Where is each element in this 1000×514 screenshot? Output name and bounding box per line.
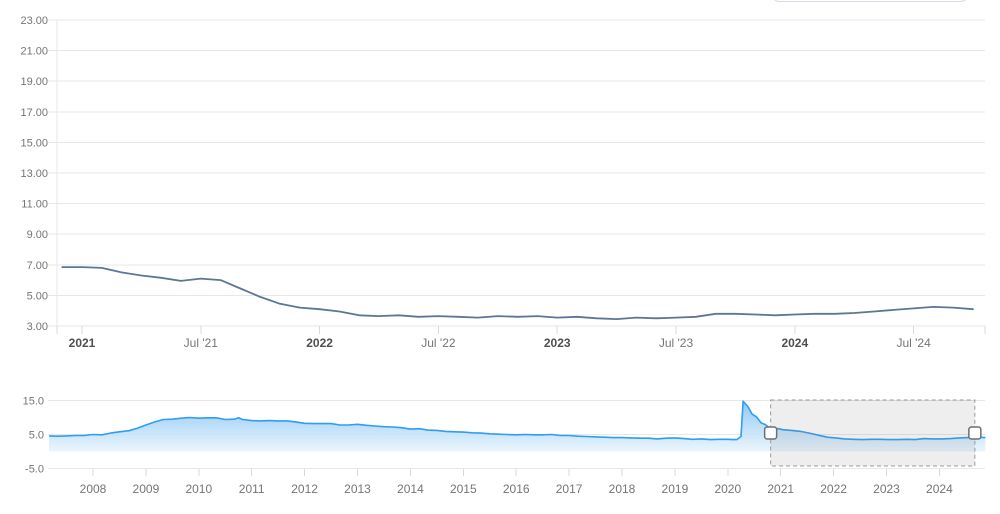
main-x-axis-label: 2024: [781, 336, 808, 350]
main-y-axis-label: 5.00: [27, 290, 48, 302]
nav-x-axis-label: 2020: [714, 482, 741, 496]
main-y-axis-label: 19.00: [20, 76, 48, 88]
nav-x-axis-label: 2017: [556, 482, 583, 496]
nav-x-axis-label: 2014: [397, 482, 424, 496]
main-x-axis-label: Jul '21: [184, 336, 219, 350]
main-x-axis-label: Jul '24: [896, 336, 931, 350]
nav-left-handle[interactable]: [763, 426, 778, 440]
nav-selection[interactable]: [770, 399, 976, 467]
main-x-axis-label: Jul '23: [659, 336, 694, 350]
nav-x-axis-label: 2019: [662, 482, 689, 496]
nav-y-axis-label: -5.0: [25, 464, 44, 476]
nav-y-axis-label: 5.0: [29, 430, 44, 442]
nav-right-handle[interactable]: [968, 426, 982, 440]
main-y-axis-label: 17.00: [20, 107, 48, 119]
nav-x-axis-label: 2021: [767, 482, 794, 496]
nav-x-axis-label: 2009: [133, 482, 160, 496]
nav-x-axis-label: 2022: [820, 482, 847, 496]
nav-x-axis-label: 2024: [926, 482, 953, 496]
main-x-axis-label: 2022: [306, 336, 333, 350]
nav-x-axis-label: 2008: [80, 482, 107, 496]
nav-x-axis-label: 2015: [450, 482, 477, 496]
nav-x-axis-label: 2016: [503, 482, 530, 496]
main-x-axis-label: 2021: [69, 336, 96, 350]
partially-visible-dropdown[interactable]: [770, 0, 970, 2]
nav-x-axis-label: 2013: [344, 482, 371, 496]
main-y-axis-label: 9.00: [27, 229, 48, 241]
main-y-axis-label: 11.00: [21, 199, 48, 211]
nav-x-axis-label: 2012: [291, 482, 318, 496]
nav-x-axis-label: 2011: [239, 482, 265, 496]
main-plot-area[interactable]: [57, 20, 985, 326]
main-y-axis-label: 3.00: [27, 321, 48, 333]
main-x-axis-label: 2023: [544, 336, 571, 350]
nav-x-axis-label: 2018: [609, 482, 636, 496]
nav-x-axis-label: 2023: [873, 482, 900, 496]
main-y-axis-label: 15.00: [20, 137, 48, 149]
nav-y-axis-label: 15.0: [23, 396, 44, 408]
main-series-line: [61, 266, 974, 321]
main-y-axis-label: 21.00: [20, 46, 48, 58]
nav-series-line: [49, 400, 986, 441]
main-y-axis-label: 7.00: [27, 260, 48, 272]
main-y-axis-label: 13.00: [20, 168, 48, 180]
main-x-axis-label: Jul '22: [421, 336, 456, 350]
nav-x-axis-label: 2010: [185, 482, 212, 496]
main-y-axis-label: 23.00: [20, 15, 48, 27]
